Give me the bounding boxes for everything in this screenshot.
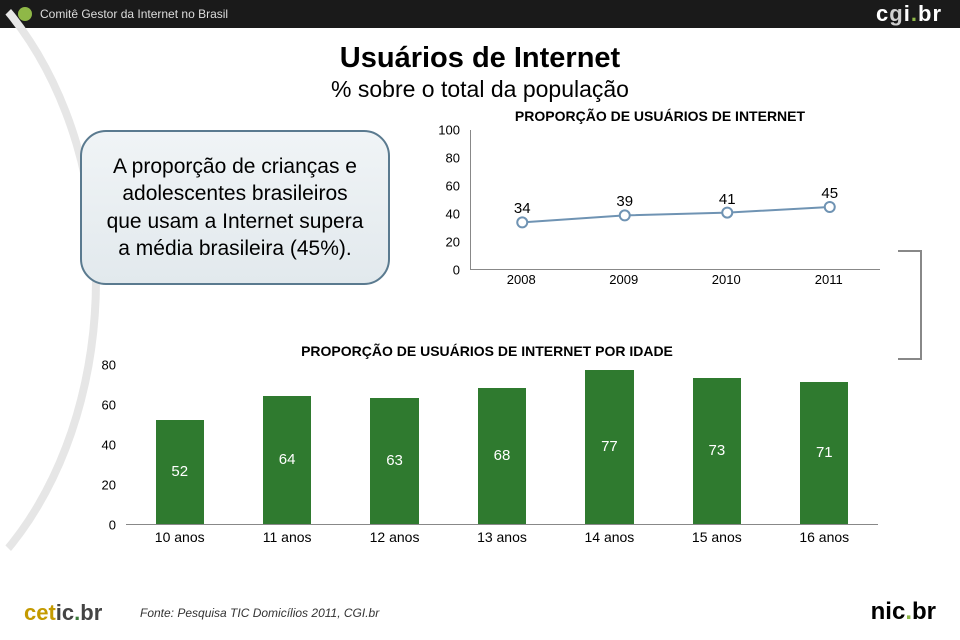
bar-chart-value-label: 64 <box>279 451 296 468</box>
callout-box: A proporção de crianças e adolescentes b… <box>80 130 390 285</box>
bar-chart-ytick: 80 <box>102 358 116 373</box>
header-org: Comitê Gestor da Internet no Brasil <box>40 7 228 21</box>
line-chart-plot: 34 39 41 45 <box>470 130 880 270</box>
bar-chart: PROPORÇÃO DE USUÁRIOS DE INTERNET POR ID… <box>92 345 882 570</box>
bar-chart-value-label: 73 <box>709 442 726 459</box>
line-chart-ytick: 100 <box>438 123 460 138</box>
bar-chart-ytick: 0 <box>109 518 116 533</box>
line-chart-value-label: 34 <box>514 200 531 217</box>
nic-logo: nic.br <box>871 598 936 626</box>
line-chart-xtick: 2009 <box>573 272 676 288</box>
line-chart-value-label: 41 <box>719 191 736 208</box>
line-chart-ytick: 80 <box>446 151 460 166</box>
bar-chart-xtick: 12 anos <box>341 529 448 545</box>
bar-chart-ytick: 40 <box>102 438 116 453</box>
line-chart-body: 020406080100 34394145 2008200920102011 <box>430 130 890 290</box>
bar-chart-xtick: 14 anos <box>556 529 663 545</box>
bar-chart-xtick: 13 anos <box>448 529 555 545</box>
page-subtitle: % sobre o total da população <box>0 76 960 103</box>
connector-bracket <box>898 250 932 360</box>
bar-chart-xtick: 10 anos <box>126 529 233 545</box>
line-chart-value-label: 45 <box>821 185 838 202</box>
line-chart-xtick: 2008 <box>470 272 573 288</box>
page-title: Usuários de Internet <box>0 42 960 75</box>
line-chart-ytick: 40 <box>446 207 460 222</box>
line-chart-ytick: 0 <box>453 263 460 278</box>
header-left: Comitê Gestor da Internet no Brasil <box>18 7 228 21</box>
bar-chart-yaxis: 020406080 <box>92 365 122 525</box>
line-chart-xaxis: 2008200920102011 <box>470 272 880 288</box>
line-chart-svg <box>471 130 881 270</box>
bar-chart-xaxis: 10 anos11 anos12 anos13 anos14 anos15 an… <box>126 529 878 545</box>
footer-source: Fonte: Pesquisa TIC Domicílios 2011, CGI… <box>140 606 379 620</box>
line-chart-title: PROPORÇÃO DE USUÁRIOS DE INTERNET <box>430 108 890 124</box>
bar-chart-xtick: 11 anos <box>233 529 340 545</box>
cgi-logo: cgi.br <box>876 1 942 27</box>
bar-chart-xtick: 15 anos <box>663 529 770 545</box>
line-chart-value-label: 39 <box>616 193 633 210</box>
header-dot-icon <box>18 7 32 21</box>
bar-chart-value-label: 77 <box>601 438 618 455</box>
cetic-logo: cetic.br <box>24 600 102 626</box>
bar-chart-ytick: 60 <box>102 398 116 413</box>
callout-text: A proporção de crianças e adolescentes b… <box>102 153 368 262</box>
bar-chart-ytick: 20 <box>102 478 116 493</box>
bar-chart-value-label: 52 <box>171 463 188 480</box>
line-chart-xtick: 2010 <box>675 272 778 288</box>
bar-chart-plot: 52 64 63 68 77 73 71 <box>126 365 878 525</box>
line-chart-xtick: 2011 <box>778 272 881 288</box>
line-chart-ytick: 20 <box>446 235 460 250</box>
line-chart-yaxis: 020406080100 <box>430 130 466 270</box>
bar-chart-value-label: 71 <box>816 444 833 461</box>
line-chart-ytick: 60 <box>446 179 460 194</box>
bar-chart-value-label: 68 <box>494 447 511 464</box>
bar-chart-value-label: 63 <box>386 452 403 469</box>
header-bar: Comitê Gestor da Internet no Brasil cgi.… <box>0 0 960 28</box>
line-chart: PROPORÇÃO DE USUÁRIOS DE INTERNET 0 20 40 6… <box>430 108 890 308</box>
bar-chart-title: PROPORÇÃO DE USUÁRIOS DE INTERNET POR ID… <box>92 343 882 359</box>
bar-chart-xtick: 16 anos <box>771 529 878 545</box>
